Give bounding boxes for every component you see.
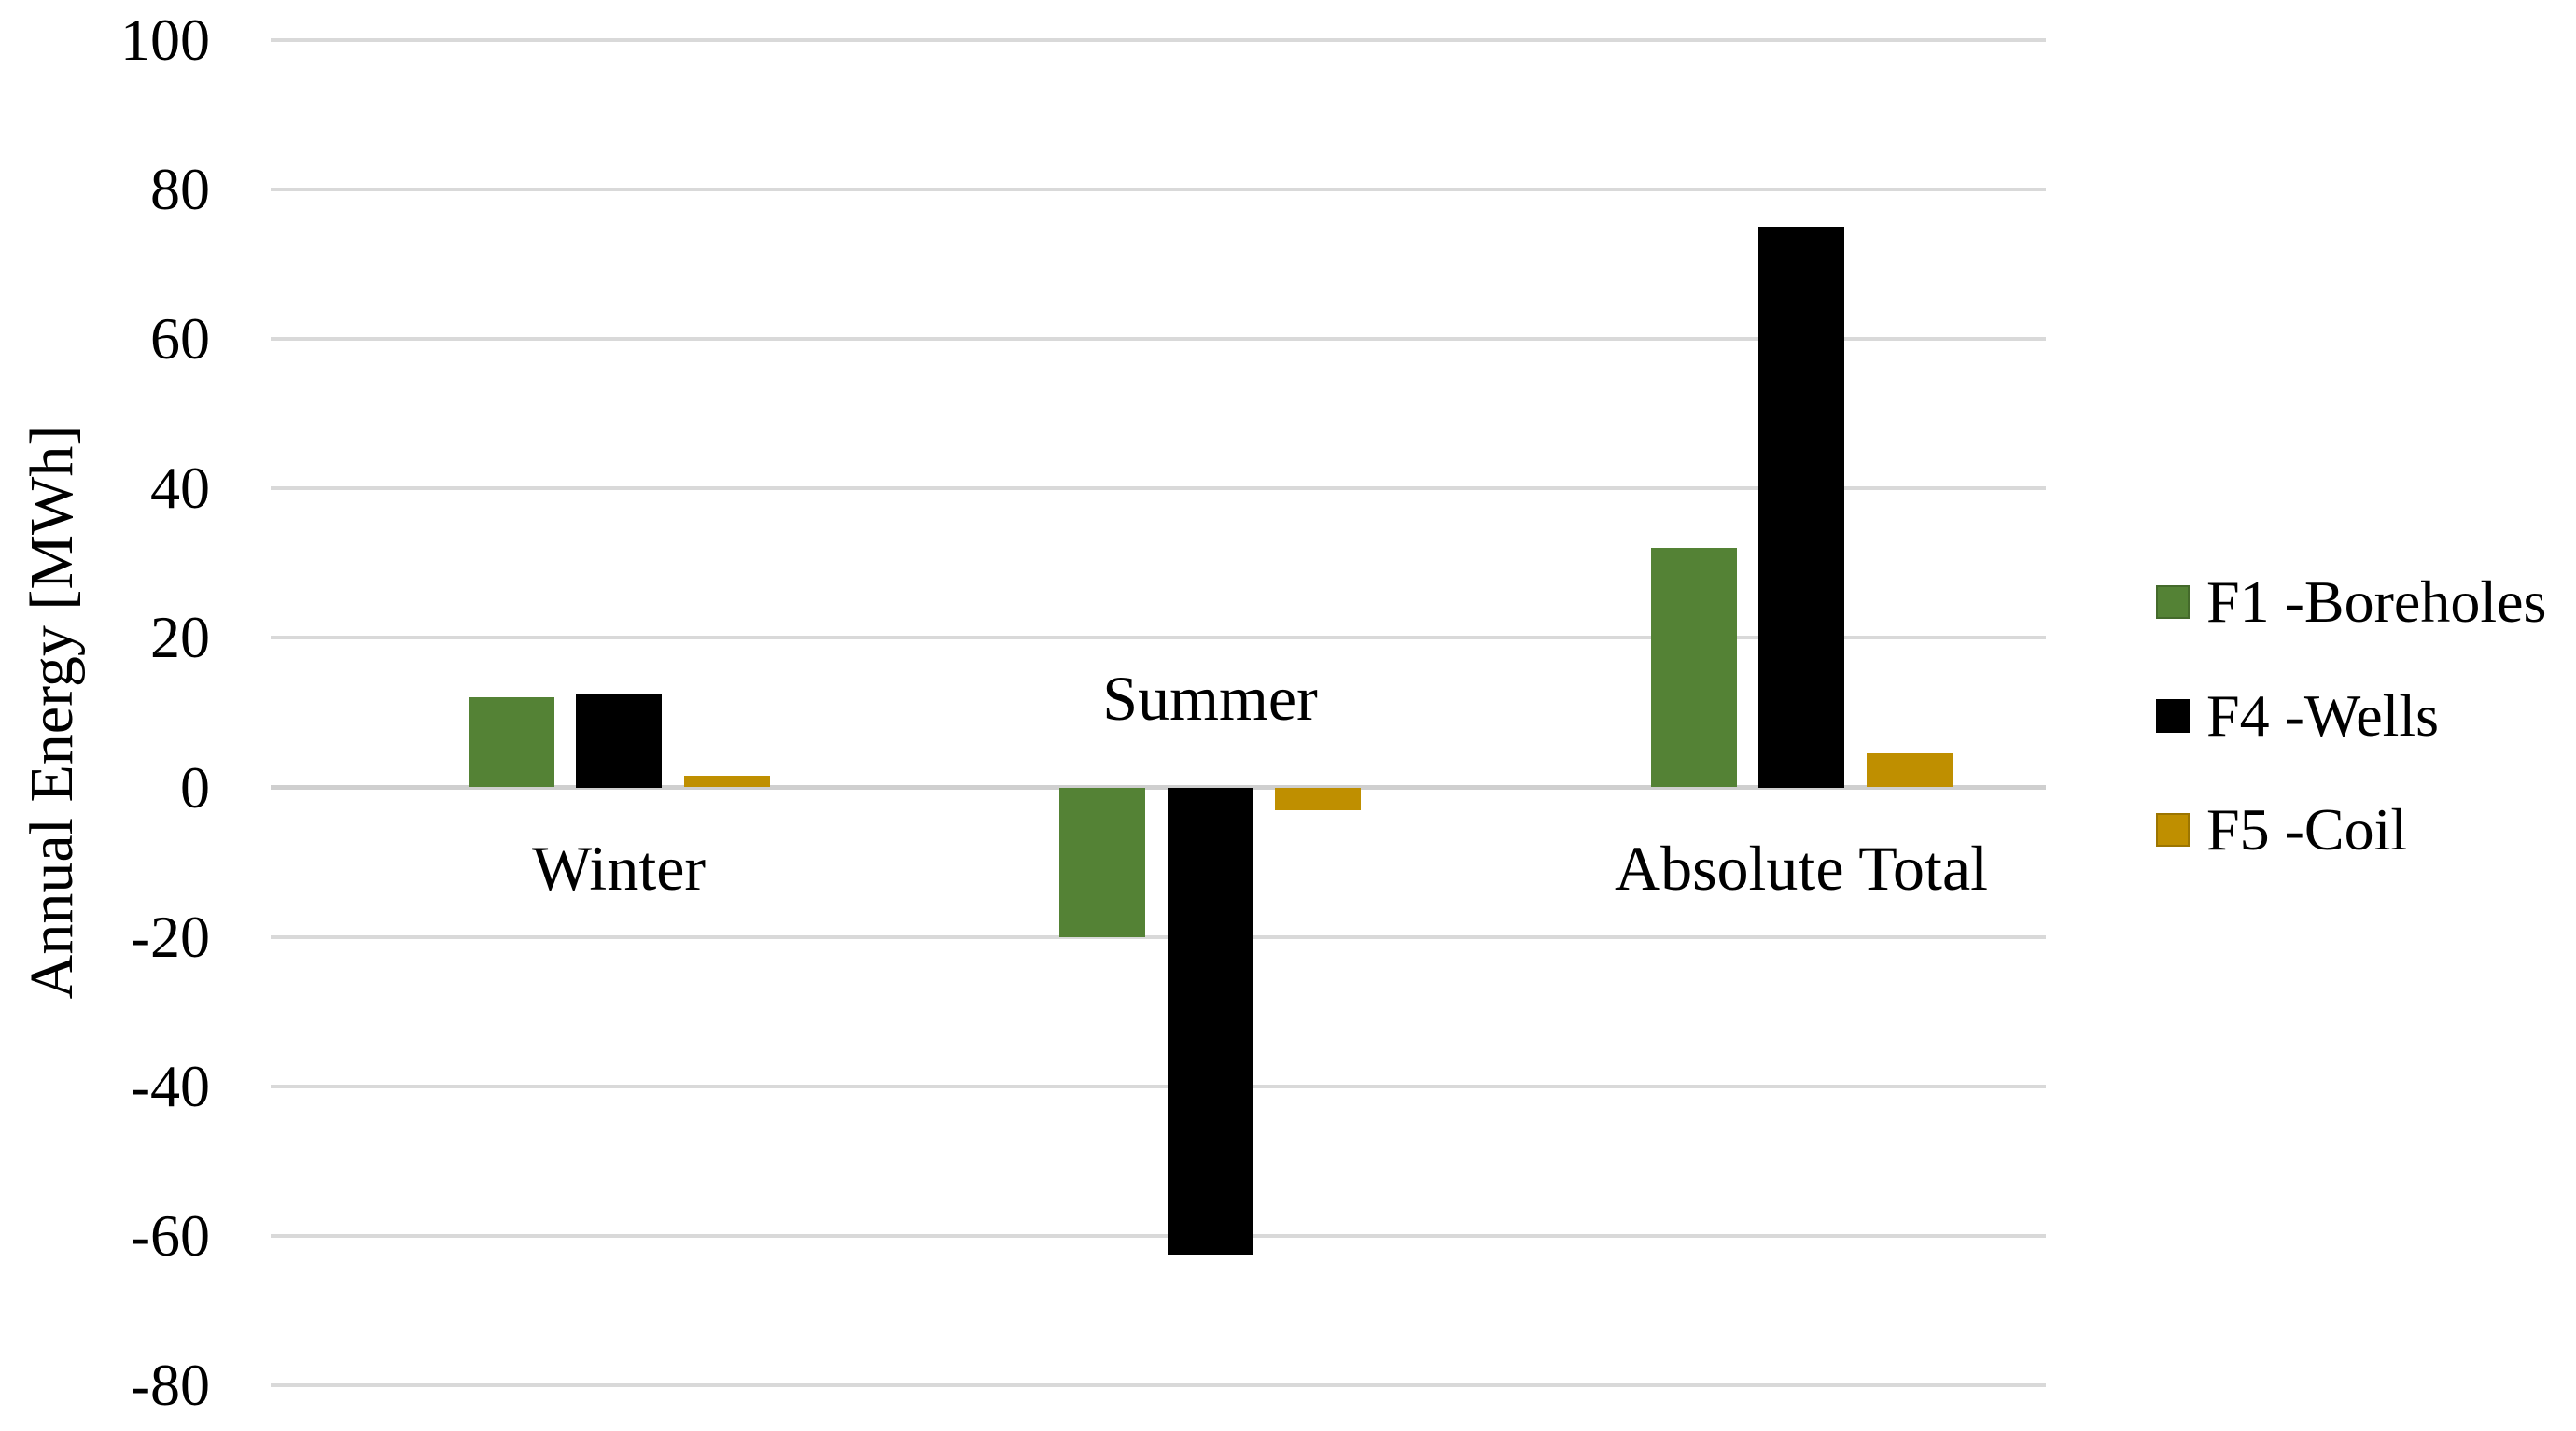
gridline: [271, 1234, 2046, 1239]
gridline: [271, 187, 2046, 191]
bar-f1-boreholes-winter: [468, 697, 554, 788]
legend-swatch-icon: [2156, 699, 2190, 733]
bar-f4-wells-summer: [1167, 787, 1253, 1256]
y-tick-label: 40: [150, 455, 210, 522]
y-tick-label: -80: [130, 1352, 210, 1419]
bar-f4-wells-absolute-total: [1758, 226, 1844, 788]
bar-f1-boreholes-summer: [1059, 787, 1145, 937]
gridline: [271, 1084, 2046, 1088]
zero-gridline: [271, 785, 2046, 790]
gridline: [271, 486, 2046, 491]
y-tick-label: 100: [120, 6, 210, 73]
y-tick-label: 80: [150, 155, 210, 222]
bar-f5-coil-absolute-total: [1866, 753, 1953, 788]
y-tick-label: -40: [130, 1052, 210, 1119]
gridline: [271, 37, 2046, 42]
y-tick-label: 20: [150, 604, 210, 671]
bar-f5-coil-summer: [1275, 787, 1361, 810]
category-label-summer: Summer: [1102, 663, 1318, 734]
legend-item-f1-boreholes: F1 -Boreholes: [2156, 572, 2546, 632]
gridline: [271, 934, 2046, 939]
bar-f4-wells-winter: [576, 694, 662, 788]
legend-swatch-icon: [2156, 813, 2190, 847]
legend-label: F5 -Coil: [2206, 796, 2408, 863]
legend-label: F1 -Boreholes: [2206, 568, 2547, 635]
legend-item-f4-wells: F4 -Wells: [2156, 686, 2439, 746]
legend-swatch-icon: [2156, 585, 2190, 619]
y-tick-label: -60: [130, 1202, 210, 1270]
y-tick-label: 60: [150, 304, 210, 372]
bar-f5-coil-winter: [683, 776, 770, 788]
category-label-winter: Winter: [531, 833, 707, 904]
gridline: [271, 636, 2046, 640]
gridline: [271, 336, 2046, 341]
y-tick-label: 0: [180, 753, 210, 821]
y-tick-label: -20: [130, 903, 210, 970]
bar-f1-boreholes-absolute-total: [1650, 548, 1737, 788]
legend-label: F4 -Wells: [2206, 682, 2440, 749]
category-label-absolute-total: Absolute Total: [1614, 833, 1989, 904]
legend-item-f5-coil: F5 -Coil: [2156, 800, 2407, 860]
gridline: [271, 1383, 2046, 1388]
